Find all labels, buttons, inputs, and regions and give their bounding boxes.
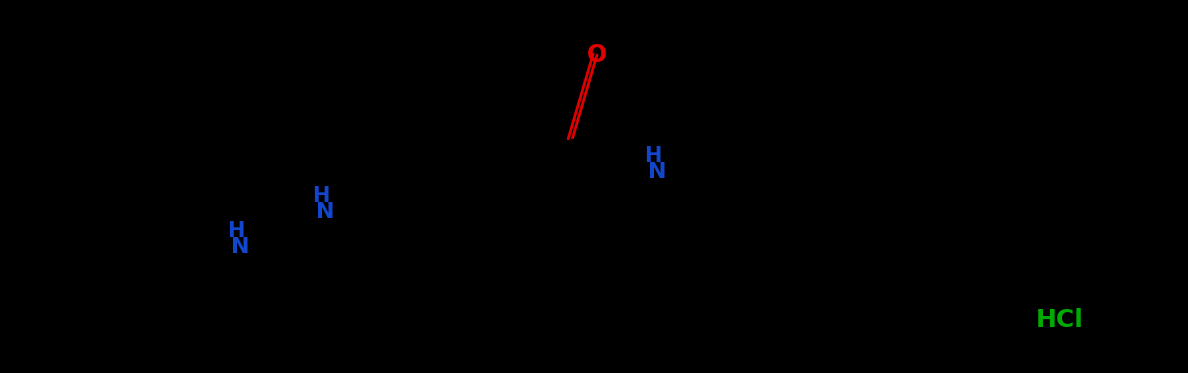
Text: N: N <box>316 202 334 222</box>
Text: H: H <box>644 146 662 166</box>
Text: N: N <box>230 237 249 257</box>
Text: O: O <box>587 43 607 67</box>
Text: H: H <box>312 186 330 206</box>
Text: H: H <box>227 221 245 241</box>
Text: N: N <box>647 162 666 182</box>
Text: HCl: HCl <box>1036 308 1083 332</box>
